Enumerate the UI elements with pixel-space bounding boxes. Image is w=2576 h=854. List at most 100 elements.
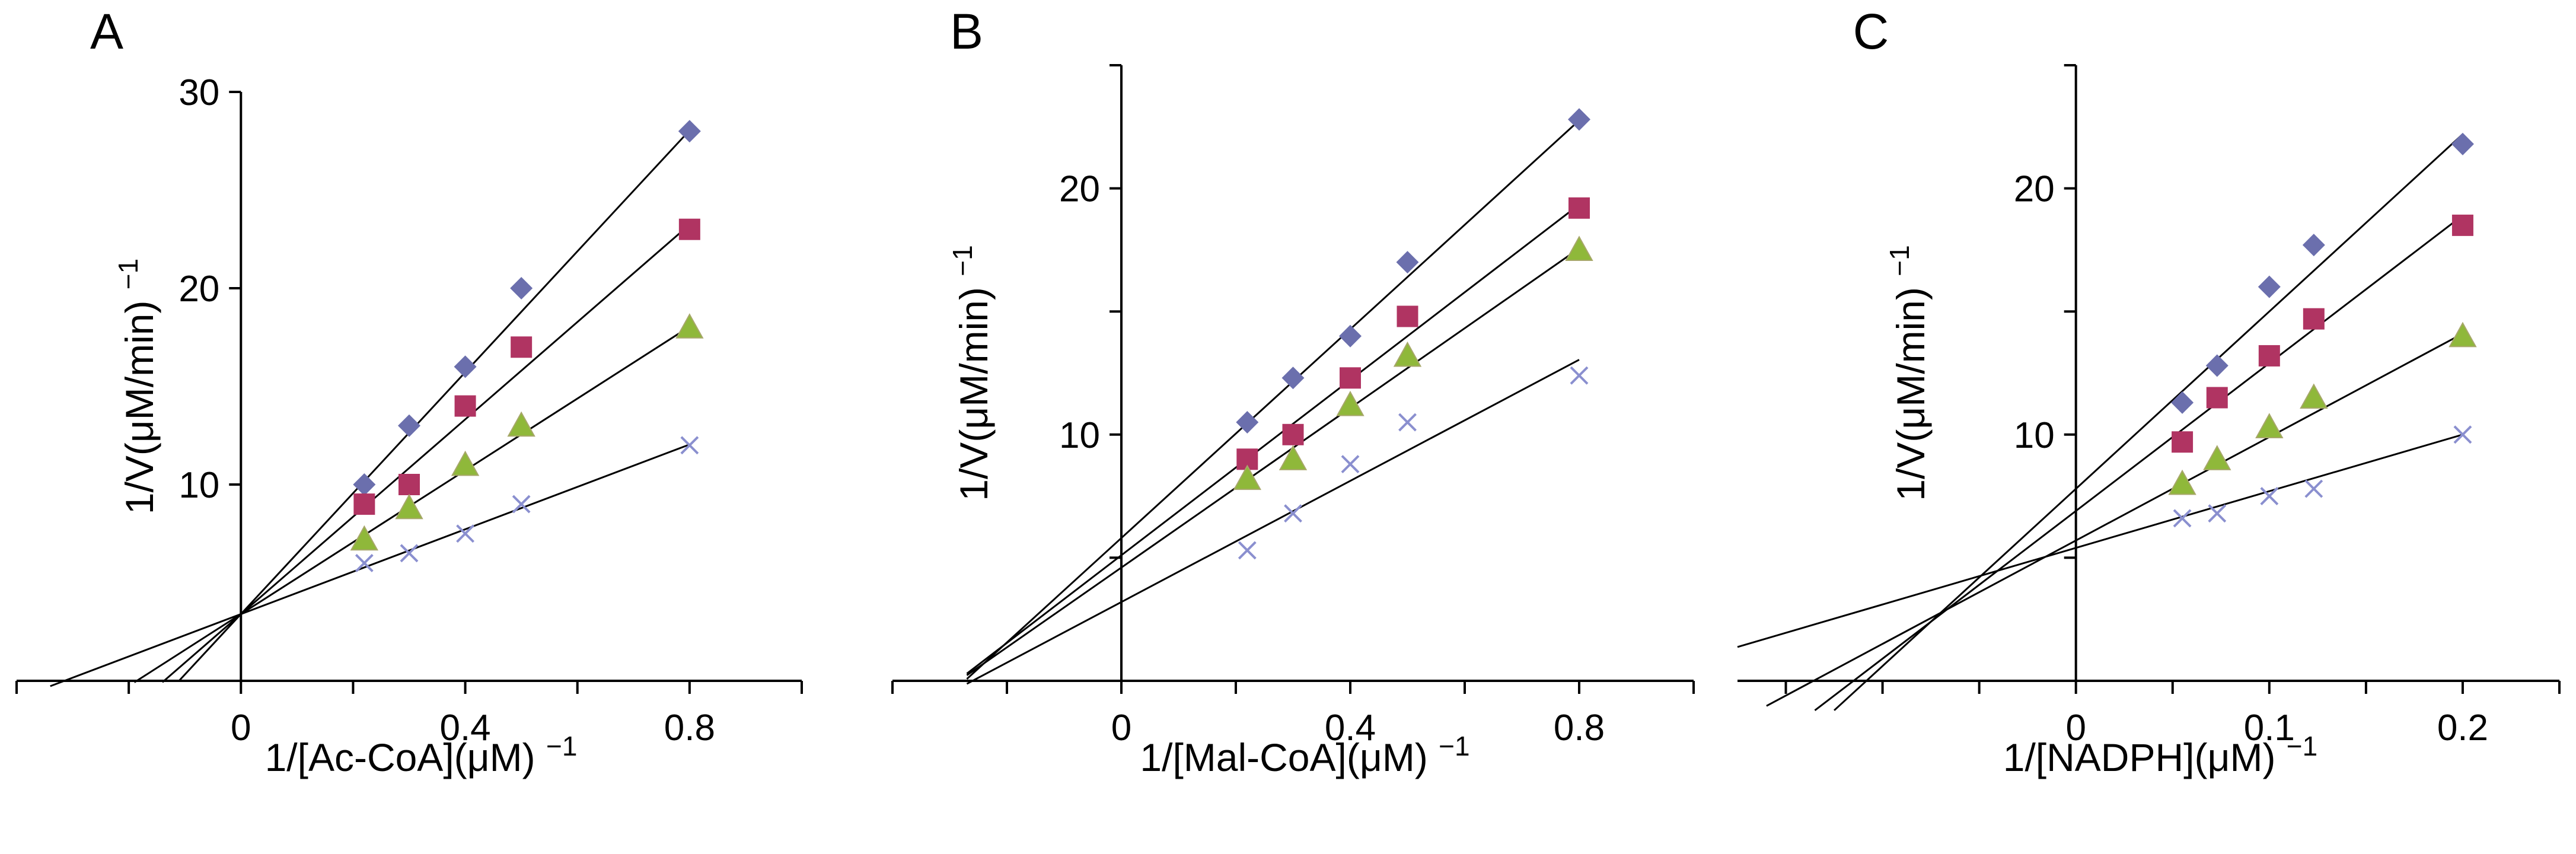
- fit-line-series-2: [966, 203, 1580, 674]
- panel-letter-a: A: [90, 4, 123, 59]
- data-point-square: [353, 493, 375, 515]
- data-point-x-stroke: [456, 524, 474, 543]
- data-point-x-stroke: [680, 436, 699, 455]
- x-tick-label: 0.2: [2437, 708, 2488, 748]
- y-axis-title: 1/V(μM/min) −1: [947, 245, 996, 501]
- x-tick-label: 0.8: [664, 708, 715, 748]
- fit-line-series-3: [966, 247, 1580, 676]
- y-tick-label: 10: [2014, 415, 2055, 456]
- data-point-x-stroke: [512, 495, 531, 514]
- data-point-triangle: [2168, 469, 2196, 495]
- data-point-square: [1568, 197, 1590, 219]
- x-axis-title-text: 1/[NADPH](μM): [2003, 735, 2287, 779]
- y-axis-title-exponent: −1: [947, 245, 978, 276]
- y-tick-label: 10: [178, 465, 219, 506]
- series-series-1: [2171, 132, 2474, 414]
- series-series-3: [350, 313, 704, 551]
- data-point-square: [2258, 345, 2280, 367]
- data-point-x: [2453, 425, 2472, 444]
- series-series-1: [353, 120, 701, 496]
- data-point-x: [680, 436, 699, 455]
- y-axis-title-text: 1/V(μM/min): [1889, 276, 1933, 501]
- data-point-x: [1570, 366, 1589, 385]
- x-tick-label: 0.4: [439, 708, 490, 748]
- data-point-square: [1282, 423, 1304, 445]
- x-axis-title-text: 1/[Mal-CoA](μM): [1140, 735, 1439, 779]
- data-point-x: [512, 495, 531, 514]
- x-axis-title: 1/[Ac-CoA](μM) −1: [265, 731, 578, 779]
- data-point-x: [1284, 504, 1302, 523]
- fit-line-series-4: [1737, 434, 2463, 648]
- data-point-x-stroke: [1238, 541, 1257, 560]
- data-point-square: [1397, 305, 1418, 327]
- data-point-square: [1340, 367, 1361, 389]
- data-point-triangle: [675, 313, 704, 339]
- data-point-diamond: [678, 120, 701, 143]
- x-axis-title-exponent: −1: [2287, 731, 2317, 761]
- data-point-square: [398, 474, 420, 495]
- data-point-square: [511, 336, 533, 358]
- data-point-x: [2260, 487, 2279, 506]
- y-axis-title-exponent: −1: [1884, 245, 1915, 276]
- data-point-triangle: [1336, 390, 1364, 416]
- data-point-triangle: [2449, 321, 2477, 348]
- data-point-x-stroke: [355, 553, 374, 572]
- data-point-x: [456, 524, 474, 543]
- data-point-x-stroke: [2208, 504, 2227, 523]
- x-tick-label: 0.8: [1554, 708, 1605, 748]
- y-tick-label: 30: [178, 72, 219, 113]
- x-axis-title-exponent: −1: [1439, 731, 1469, 761]
- data-point-triangle: [1233, 464, 1261, 490]
- series-series-4: [1238, 366, 1589, 560]
- data-point-square: [454, 395, 476, 417]
- data-point-triangle: [2300, 383, 2328, 409]
- data-point-x-stroke: [1570, 366, 1589, 385]
- data-point-x-stroke: [1341, 455, 1360, 474]
- panel-letter-b: B: [950, 4, 983, 59]
- data-point-square: [2451, 214, 2473, 236]
- data-point-triangle: [2255, 413, 2284, 438]
- data-point-triangle: [507, 411, 535, 437]
- data-point-triangle: [1393, 341, 1422, 367]
- data-point-x: [1238, 541, 1257, 560]
- data-point-diamond: [2258, 275, 2281, 298]
- data-point-triangle: [2203, 445, 2231, 470]
- series-series-2: [2172, 214, 2473, 453]
- y-tick-label: 20: [1059, 169, 1100, 210]
- data-point-triangle: [451, 450, 480, 476]
- data-point-x: [1398, 413, 1417, 432]
- data-point-x: [400, 544, 419, 563]
- fit-line-series-4: [966, 359, 1580, 685]
- data-point-diamond: [398, 414, 420, 437]
- x-axis-title-exponent: −1: [546, 731, 577, 761]
- data-point-square: [2206, 387, 2228, 409]
- data-point-x-stroke: [400, 544, 419, 563]
- fit-line-series-4: [50, 444, 690, 687]
- series-series-4: [2173, 425, 2472, 528]
- x-tick-label: 0.4: [1325, 708, 1376, 748]
- y-axis-title: 1/V(μM/min) −1: [113, 259, 161, 515]
- data-point-triangle: [1279, 445, 1308, 470]
- x-tick-label: 0.1: [2244, 708, 2295, 748]
- y-axis-title-exponent: −1: [113, 259, 144, 289]
- fit-line-series-1: [178, 129, 690, 681]
- data-point-diamond: [353, 473, 376, 496]
- data-point-diamond: [1236, 411, 1259, 434]
- fit-line-series-2: [161, 224, 690, 683]
- data-point-diamond: [1281, 367, 1305, 390]
- y-tick-label: 20: [178, 269, 219, 310]
- y-tick-label: 20: [2014, 169, 2055, 210]
- data-point-triangle: [350, 525, 379, 551]
- series-series-3: [2168, 321, 2477, 495]
- data-point-x: [355, 553, 374, 572]
- data-point-x-stroke: [2260, 487, 2279, 506]
- data-point-diamond: [1339, 324, 1362, 348]
- data-point-diamond: [2205, 354, 2229, 377]
- data-point-diamond: [2302, 234, 2325, 257]
- data-point-x-stroke: [2453, 425, 2472, 444]
- x-axis-title-text: 1/[Ac-CoA](μM): [265, 735, 546, 779]
